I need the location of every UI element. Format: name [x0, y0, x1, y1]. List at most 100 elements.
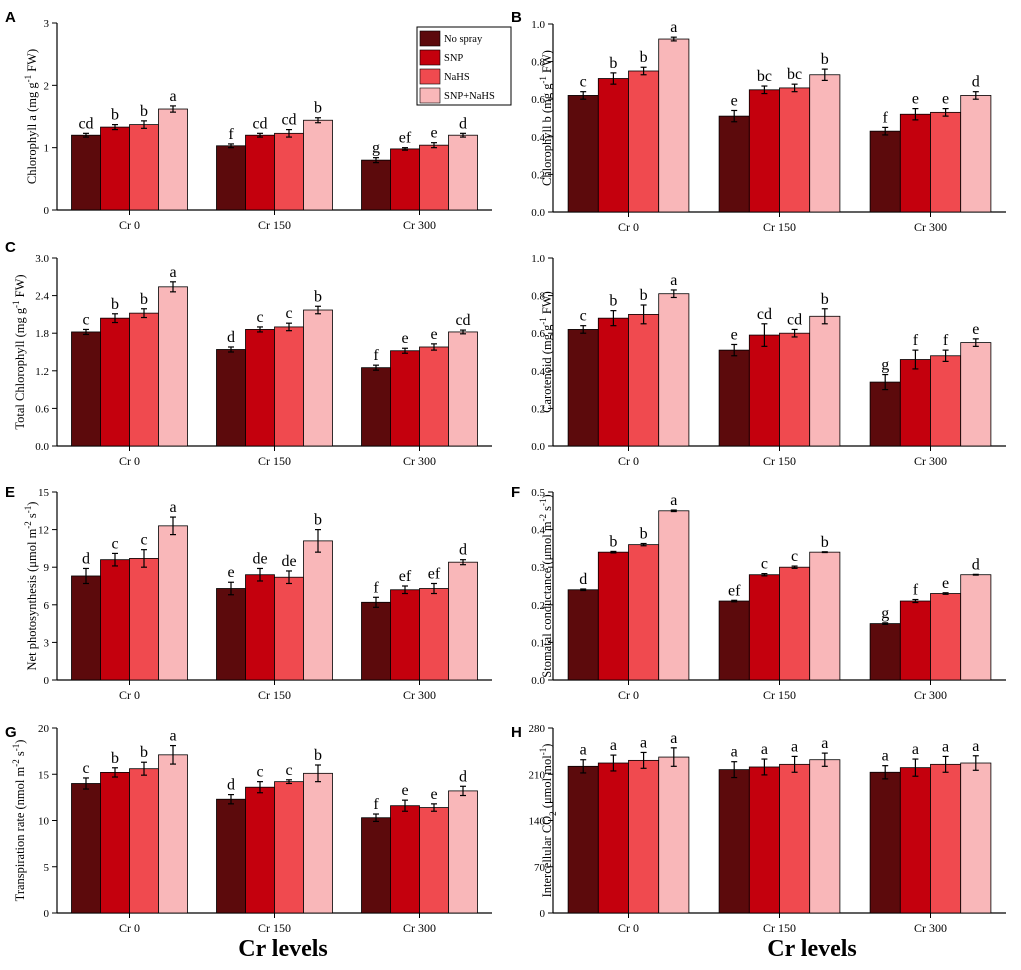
panel-h-significance-letter: a [882, 748, 889, 765]
panel-d-bar [930, 355, 962, 447]
panel-f-significance-letter: b [640, 526, 648, 543]
panel-a-bar [158, 108, 188, 211]
panel-f-bar [628, 544, 660, 681]
panel-h-significance-letter: a [972, 738, 979, 755]
panel-a-significance-letter: cd [78, 115, 93, 132]
panel-c-significance-letter: e [401, 330, 408, 347]
panel-e-ytick-label: 12 [38, 525, 49, 537]
panel-h-ylabel: Intercellular CO2 (μmol mol-1) [538, 744, 558, 898]
panel-b-significance-letter: b [609, 55, 617, 72]
panel-c-bar [100, 317, 130, 447]
panel-g-ytick-label: 5 [44, 862, 50, 874]
panel-f-significance-letter: d [972, 556, 980, 573]
panel-c-significance-letter: f [373, 347, 379, 364]
panel-d-ytick-label: 1.0 [531, 253, 545, 265]
panel-g-significance-letter: b [140, 744, 148, 761]
panel-f-bar [567, 589, 599, 681]
panel-e-bar [361, 601, 391, 681]
panel-g-significance-letter: b [314, 747, 322, 764]
panel-a-significance-letter: ef [399, 130, 412, 147]
panel-f-bar [658, 510, 690, 681]
panel-b-significance-letter: bc [787, 66, 802, 83]
panel-a-bar [303, 119, 333, 211]
panel-e-significance-letter: e [227, 564, 234, 581]
panel-b-bar [567, 95, 599, 213]
panel-a-significance-letter: g [372, 140, 380, 157]
panel-f-bar [930, 593, 962, 681]
panel-b-bar [748, 89, 780, 213]
panel-f-significance-letter: a [670, 492, 677, 509]
panel-h-significance-letter: a [670, 730, 677, 747]
panel-d-bar [869, 381, 901, 447]
panel-g-category-label: Cr 300 [403, 921, 436, 935]
legend-label: SNP [444, 53, 463, 64]
panel-e-bar [448, 561, 478, 681]
panel-h-bar [658, 756, 690, 914]
panel-d-ytick-label: 0.0 [531, 441, 545, 453]
panel-c-significance-letter: b [314, 288, 322, 305]
panel-a-ytick-label: 1 [44, 143, 50, 155]
panel-d-significance-letter: b [640, 287, 648, 304]
panel-d-significance-letter: e [972, 321, 979, 338]
panel-a-significance-letter: b [111, 107, 119, 124]
panel-a-significance-letter: cd [252, 115, 267, 132]
panel-c-bar [419, 346, 449, 447]
panel-e-bar [245, 574, 275, 681]
panel-c-ytick-label: 3.0 [35, 253, 49, 265]
x-axis-title-right: Cr levels [767, 936, 857, 962]
panel-c-ytick-label: 2.4 [35, 291, 49, 303]
panel-b-bar [597, 78, 629, 213]
panel-g-ytick-label: 15 [38, 769, 50, 781]
panel-c-significance-letter: e [430, 326, 437, 343]
panel-d-ytick-label: 0.4 [531, 366, 545, 378]
panel-e-significance-letter: de [281, 553, 296, 570]
panel-e-ytick-label: 15 [38, 487, 50, 499]
panel-e-significance-letter: ef [399, 568, 412, 585]
legend-label: No spray [444, 34, 483, 45]
panel-d-category-label: Cr 0 [618, 454, 639, 468]
panel-c-category-label: Cr 300 [403, 454, 436, 468]
panel-c-bar [245, 329, 275, 447]
panel-b-significance-letter: b [821, 51, 829, 68]
panel-a-bar [245, 134, 275, 211]
panel-a-ytick-label: 2 [44, 80, 50, 92]
panel-f-bar [899, 600, 931, 681]
panel-c-significance-letter: c [82, 311, 89, 328]
legend-swatch [419, 68, 441, 85]
panel-f-bar [597, 551, 629, 681]
panel-c-bar [129, 312, 159, 447]
panel-c-bar [71, 331, 101, 447]
panel-g-bar [71, 783, 101, 914]
panel-e-significance-letter: d [82, 550, 90, 567]
panel-a-bar [71, 134, 101, 211]
panel-h-bar [899, 767, 931, 914]
panel-e-significance-letter: ef [428, 565, 441, 582]
panel-a-bar [361, 159, 391, 211]
panel-d-ylabel: Carotenoid (mg g-1 FW) [538, 291, 554, 413]
panel-c-ylabel: Total Chlorophyll (mg g-1 FW) [11, 274, 27, 429]
panel-d-ytick-label: 0.8 [531, 291, 545, 303]
panel-f-category-label: Cr 300 [914, 688, 947, 702]
panel-e-category-label: Cr 150 [258, 688, 291, 702]
panel-h-category-label: Cr 300 [914, 921, 947, 935]
legend-swatch [419, 49, 441, 66]
panel-f-ylabel: Stomatal conductance (μmol m-2 s-1) [538, 494, 554, 677]
panel-b-ytick-label: 0.6 [531, 94, 545, 106]
panel-a-bar [216, 145, 246, 211]
panel-e-ytick-label: 9 [44, 562, 50, 574]
panel-g-bar [448, 790, 478, 914]
panel-c-bar [390, 350, 420, 447]
panel-f-significance-letter: b [609, 533, 617, 550]
panel-g-significance-letter: c [256, 764, 263, 781]
panel-b-category-label: Cr 150 [763, 220, 796, 234]
panel-f-bar [748, 574, 780, 681]
panel-f-ytick-label: 0.4 [531, 525, 545, 537]
panel-a-significance-letter: cd [281, 112, 296, 129]
panel-g-significance-letter: c [82, 760, 89, 777]
panel-d-bar [718, 349, 750, 447]
panel-h-ytick-label: 0 [540, 908, 546, 920]
panel-a-significance-letter: d [459, 115, 467, 132]
panel-g-significance-letter: d [459, 768, 467, 785]
panel-h-bar [869, 771, 901, 914]
panel-g-significance-letter: a [169, 728, 176, 745]
